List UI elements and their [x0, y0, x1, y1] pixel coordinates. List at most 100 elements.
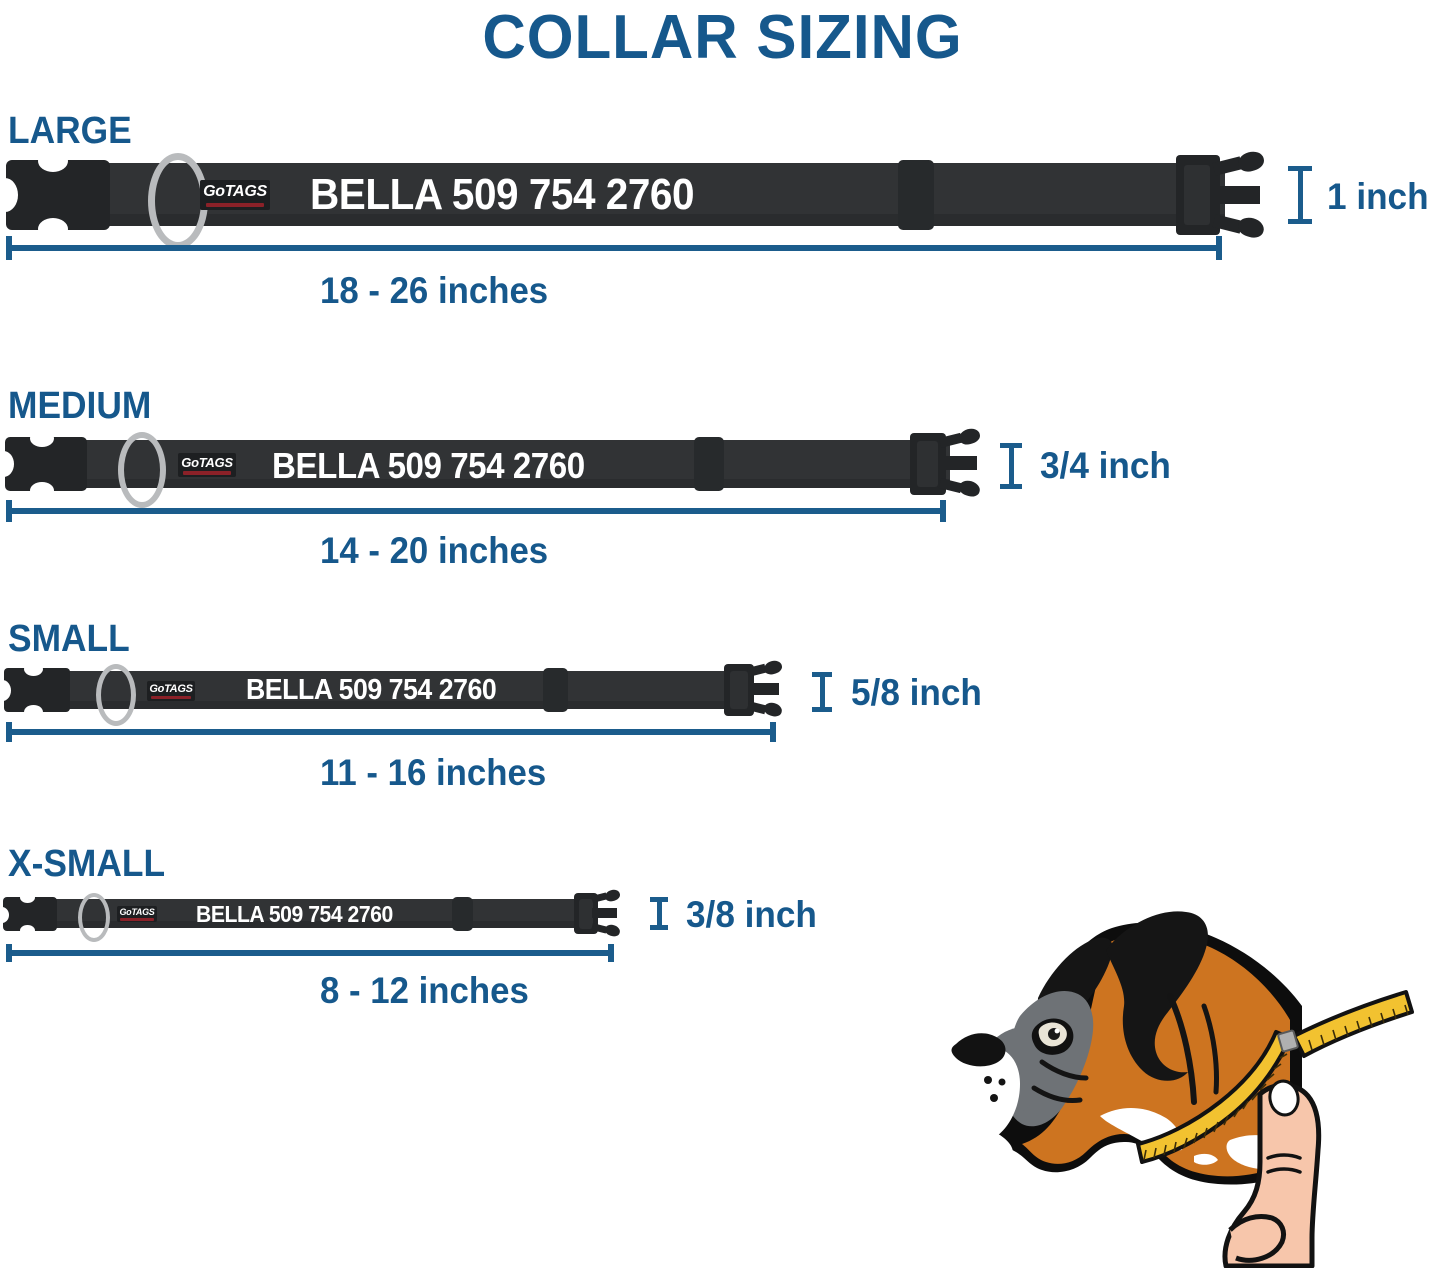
length-dimension-cap-left: [6, 944, 12, 962]
buckle-left-notch-lower: [24, 705, 43, 719]
collar-strap-shadow: [50, 479, 950, 488]
gotags-logo-bar: [120, 918, 154, 921]
dog-eye-highlight: [1054, 1028, 1060, 1034]
buckle-left-notch-top: [0, 680, 11, 701]
width-label-large: 1 inch: [1327, 176, 1429, 217]
hand-holding-tape: [1222, 1079, 1322, 1268]
length-dimension-cap-left: [6, 236, 12, 260]
d-ring: [118, 432, 166, 508]
gotags-logo-text: GoTAGS: [149, 683, 193, 695]
width-indicator-xsmall: [650, 897, 668, 930]
buckle-prong-center: [748, 683, 779, 695]
tape-ticks-tail: [1308, 1004, 1409, 1051]
width-label-small: 5/8 inch: [851, 672, 982, 713]
width-indicator-cap-bottom: [812, 707, 832, 712]
buckle-prong-center: [940, 456, 977, 470]
length-dimension-bar: [6, 245, 1222, 251]
collar-id-text: BELLA 509 754 2760: [310, 170, 695, 219]
width-indicator-stem: [1297, 166, 1303, 224]
keeper-loop: [452, 897, 473, 931]
d-ring: [78, 893, 110, 942]
hand-lower-edge: [1228, 1214, 1287, 1263]
dog-wrinkle: [1039, 1059, 1089, 1081]
knuckle-crease: [1266, 1167, 1302, 1174]
buckle-prong-top-tip: [1235, 148, 1267, 175]
measuring-tape: [1136, 990, 1414, 1164]
dog-wrinkle: [1031, 1085, 1083, 1103]
buckle-prong-top-tip: [762, 658, 784, 677]
size-label-small: SMALL: [8, 618, 130, 660]
size-label-xsmall: X-SMALL: [8, 843, 166, 885]
gotags-logo-text: GoTAGS: [203, 183, 267, 200]
collar-id-text: BELLA 509 754 2760: [246, 674, 497, 706]
width-label-medium: 3/4 inch: [1040, 445, 1171, 486]
gotags-logo-patch: GoTAGS: [147, 681, 195, 701]
buckle-prong-bottom-tip: [957, 478, 982, 499]
keeper-loop: [694, 437, 724, 491]
buckle-left-notch-upper: [24, 662, 43, 676]
gotags-logo-text: GoTAGS: [119, 907, 155, 917]
buckle-left-notch-lower: [38, 218, 68, 240]
width-indicator-large: [1288, 166, 1312, 224]
d-ring: [148, 153, 208, 249]
length-dimension-bar: [6, 508, 946, 514]
size-label-large: LARGE: [8, 110, 132, 152]
length-dimension-small: [6, 722, 776, 742]
length-dimension-cap-right: [940, 500, 946, 522]
width-indicator-cap-top: [1288, 166, 1312, 171]
width-indicator-cap-bottom: [1288, 219, 1312, 224]
width-indicator-stem: [1008, 443, 1014, 489]
buckle-left-notch-lower: [30, 482, 54, 499]
buckle-prong-top-tip: [957, 426, 982, 447]
dog-jaw-white: [957, 1126, 1013, 1163]
length-label-large: 18 - 26 inches: [320, 270, 549, 311]
length-dimension-cap-right: [608, 944, 614, 962]
buckle-left-notch-lower: [20, 925, 35, 936]
length-label-small: 11 - 16 inches: [320, 752, 547, 793]
d-ring: [96, 664, 136, 726]
width-indicator-small: [812, 672, 832, 712]
length-dimension-medium: [6, 500, 946, 522]
dog-neck-crease: [1201, 1003, 1219, 1095]
collar-id-text: BELLA 509 754 2760: [196, 901, 393, 927]
dog-chest-patch-small: [1194, 1153, 1218, 1165]
buckle-left-notch-top: [0, 451, 14, 477]
length-label-xsmall: 8 - 12 inches: [320, 970, 529, 1011]
length-dimension-cap-left: [6, 722, 12, 742]
gotags-logo-bar: [205, 203, 265, 207]
page-title: COLLAR SIZING: [482, 3, 963, 72]
width-indicator-cap-top: [812, 672, 832, 677]
gotags-logo-patch: GoTAGS: [178, 453, 236, 477]
width-indicator-cap-top: [650, 897, 668, 902]
buckle-left-notch-top: [0, 907, 9, 923]
keeper-loop: [898, 160, 934, 230]
buckle-prong-bottom-tip: [762, 700, 784, 719]
keeper-loop: [543, 668, 568, 712]
buckle-right-inner: [579, 899, 593, 929]
buckle-left-notch-upper: [38, 150, 68, 172]
buckle-right-inner: [917, 441, 938, 487]
width-indicator-medium: [1000, 443, 1022, 489]
width-indicator-stem: [656, 897, 662, 930]
width-indicator-cap-top: [1000, 443, 1022, 448]
dog-whisker-dot: [998, 1078, 1006, 1086]
gotags-logo-patch: GoTAGS: [200, 180, 270, 210]
tape-band-front: [1136, 1030, 1292, 1164]
knuckle-crease: [1266, 1153, 1302, 1160]
dog-whisker-dot: [984, 1076, 992, 1084]
dog-ear-near: [1106, 911, 1208, 1081]
length-dimension-cap-left: [6, 500, 12, 522]
width-indicator-cap-bottom: [1000, 484, 1022, 489]
length-dimension-xsmall: [6, 944, 614, 962]
buckle-left-notch-upper: [30, 430, 54, 447]
buckle-prong-center: [592, 908, 617, 918]
tape-ticks: [1143, 1043, 1293, 1161]
buckle-prong-bottom-tip: [1235, 214, 1267, 241]
dog-measurement-illustration: [930, 866, 1445, 1268]
buckle-prong-top-tip: [603, 888, 622, 903]
fingernail: [1268, 1079, 1300, 1117]
dog-nose: [951, 1033, 1006, 1067]
length-dimension-bar: [6, 950, 614, 956]
dog-whisker-dot: [990, 1094, 998, 1102]
width-label-xsmall: 3/8 inch: [686, 894, 817, 935]
